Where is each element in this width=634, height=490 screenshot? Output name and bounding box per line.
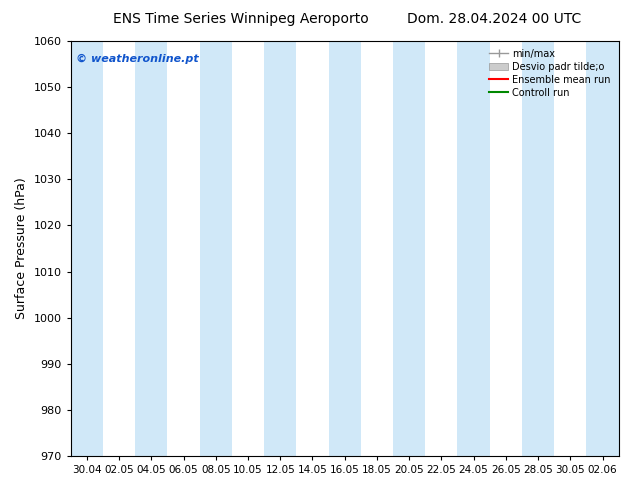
Bar (393, 41, 425, 456)
Bar (586, 41, 619, 456)
Bar (458, 41, 489, 456)
Text: ENS Time Series Winnipeg Aeroporto: ENS Time Series Winnipeg Aeroporto (113, 12, 369, 26)
Bar (264, 41, 296, 456)
Bar (135, 41, 167, 456)
Text: Dom. 28.04.2024 00 UTC: Dom. 28.04.2024 00 UTC (408, 12, 581, 26)
Legend: min/max, Desvio padr tilde;o, Ensemble mean run, Controll run: min/max, Desvio padr tilde;o, Ensemble m… (486, 46, 614, 100)
Bar (522, 41, 554, 456)
Y-axis label: Surface Pressure (hPa): Surface Pressure (hPa) (15, 178, 28, 319)
Bar (328, 41, 361, 456)
Bar (71, 41, 103, 456)
Bar (200, 41, 232, 456)
Text: © weatheronline.pt: © weatheronline.pt (76, 53, 199, 64)
